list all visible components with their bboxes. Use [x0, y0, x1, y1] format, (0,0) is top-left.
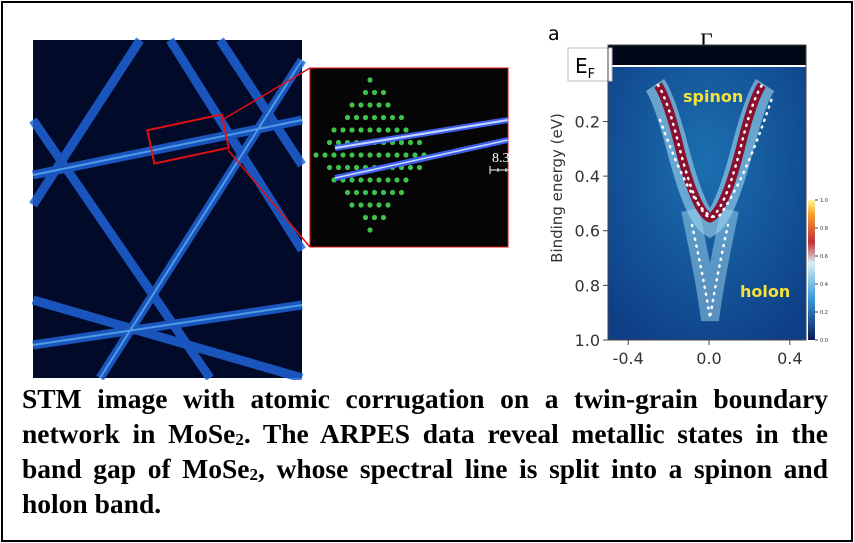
- lattice-atom: [408, 140, 413, 145]
- annotation: holon: [740, 282, 790, 301]
- lattice-atom: [367, 227, 372, 232]
- lattice-atom: [345, 165, 350, 170]
- x-tick-label: 0.4: [777, 349, 802, 368]
- y-tick-label: 0.2: [575, 112, 600, 131]
- lattice-atom: [403, 152, 408, 157]
- lattice-atom: [367, 202, 372, 207]
- lattice-atom: [313, 152, 318, 157]
- lattice-atom: [381, 215, 386, 220]
- lattice-atom: [376, 127, 381, 132]
- colorbar-tick-label: 0.6: [820, 254, 828, 260]
- lattice-atom: [367, 127, 372, 132]
- y-tick-label: 1.0: [575, 331, 600, 350]
- lattice-atom: [363, 190, 368, 195]
- lattice-atom: [385, 152, 390, 157]
- lattice-atom: [340, 127, 345, 132]
- lattice-atom: [349, 177, 354, 182]
- lattice-atom: [345, 190, 350, 195]
- lattice-atom: [417, 165, 422, 170]
- colorbar-tick-label: 0.2: [820, 310, 828, 316]
- lattice-atom: [376, 202, 381, 207]
- lattice-atom: [358, 177, 363, 182]
- y-tick-label: 0.6: [575, 222, 600, 241]
- lattice-atom: [376, 152, 381, 157]
- lattice-atom: [354, 165, 359, 170]
- lattice-atom: [385, 102, 390, 107]
- lattice-atom: [349, 202, 354, 207]
- lattice-atom: [358, 152, 363, 157]
- lattice-atom: [372, 90, 377, 95]
- lattice-atom: [412, 152, 417, 157]
- lattice-atom: [345, 115, 350, 120]
- subscript: 2: [249, 465, 258, 484]
- lattice-atom: [363, 115, 368, 120]
- lattice-atom: [403, 177, 408, 182]
- lattice-atom: [417, 140, 422, 145]
- lattice-atom: [349, 102, 354, 107]
- colorbar-tick-label: 0.4: [820, 282, 828, 288]
- lattice-atom: [385, 177, 390, 182]
- lattice-atom: [367, 152, 372, 157]
- lattice-atom: [372, 215, 377, 220]
- lattice-atom: [349, 152, 354, 157]
- lattice-atom: [385, 202, 390, 207]
- lattice-atom: [385, 127, 390, 132]
- lattice-atom: [358, 202, 363, 207]
- lattice-atom: [367, 177, 372, 182]
- x-tick-label: 0.0: [696, 349, 721, 368]
- figure: 8.3Å a Γ01 spinon holon EF Binding energ…: [0, 0, 854, 380]
- y-tick-label: 0.8: [575, 276, 600, 295]
- lattice-atom: [408, 165, 413, 170]
- colorbar-tick-label: 1.0: [820, 198, 828, 204]
- lattice-atom: [403, 127, 408, 132]
- lattice-atom: [367, 77, 372, 82]
- lattice-atom: [399, 190, 404, 195]
- lattice-atom: [372, 115, 377, 120]
- lattice-atom: [349, 127, 354, 132]
- lattice-atom: [399, 140, 404, 145]
- stm-inset: 8.3Å: [310, 68, 521, 247]
- subscript: 2: [235, 430, 244, 449]
- caption: STM image with atomic corrugation on a t…: [22, 381, 828, 521]
- lattice-atom: [327, 140, 332, 145]
- lattice-atom: [399, 115, 404, 120]
- lattice-atom: [354, 190, 359, 195]
- lattice-atom: [394, 177, 399, 182]
- lattice-atom: [340, 152, 345, 157]
- lattice-atom: [372, 190, 377, 195]
- lattice-atom: [358, 102, 363, 107]
- colorbar-tick-label: 0.8: [820, 226, 828, 232]
- panel-label: a: [548, 23, 560, 45]
- ef-symbol: E: [575, 54, 588, 78]
- lattice-atom: [327, 165, 332, 170]
- lattice-atom: [390, 115, 395, 120]
- x-tick-label: -0.4: [613, 349, 644, 368]
- lattice-atom: [358, 127, 363, 132]
- y-axis-label: Binding energy (eV): [548, 113, 566, 263]
- lattice-atom: [354, 115, 359, 120]
- lattice-atom: [381, 90, 386, 95]
- colorbar-tick-label: 0.0: [820, 338, 828, 344]
- lattice-atom: [336, 165, 341, 170]
- lattice-atom: [363, 215, 368, 220]
- lattice-atom: [322, 152, 327, 157]
- lattice-atom: [376, 102, 381, 107]
- lattice-atom: [390, 190, 395, 195]
- lattice-atom: [367, 102, 372, 107]
- stm-image: [33, 40, 310, 378]
- lattice-atom: [363, 90, 368, 95]
- lattice-atom: [394, 127, 399, 132]
- y-tick-label: 0.4: [575, 167, 600, 186]
- lattice-atom: [331, 127, 336, 132]
- lattice-atom: [331, 152, 336, 157]
- lattice-atom: [381, 190, 386, 195]
- annotation: spinon: [683, 87, 743, 106]
- lattice-atom: [381, 115, 386, 120]
- lattice-atom: [394, 152, 399, 157]
- lattice-atom: [376, 177, 381, 182]
- ef-subscript: F: [588, 67, 595, 82]
- scale-label: 8.3Å: [492, 150, 521, 166]
